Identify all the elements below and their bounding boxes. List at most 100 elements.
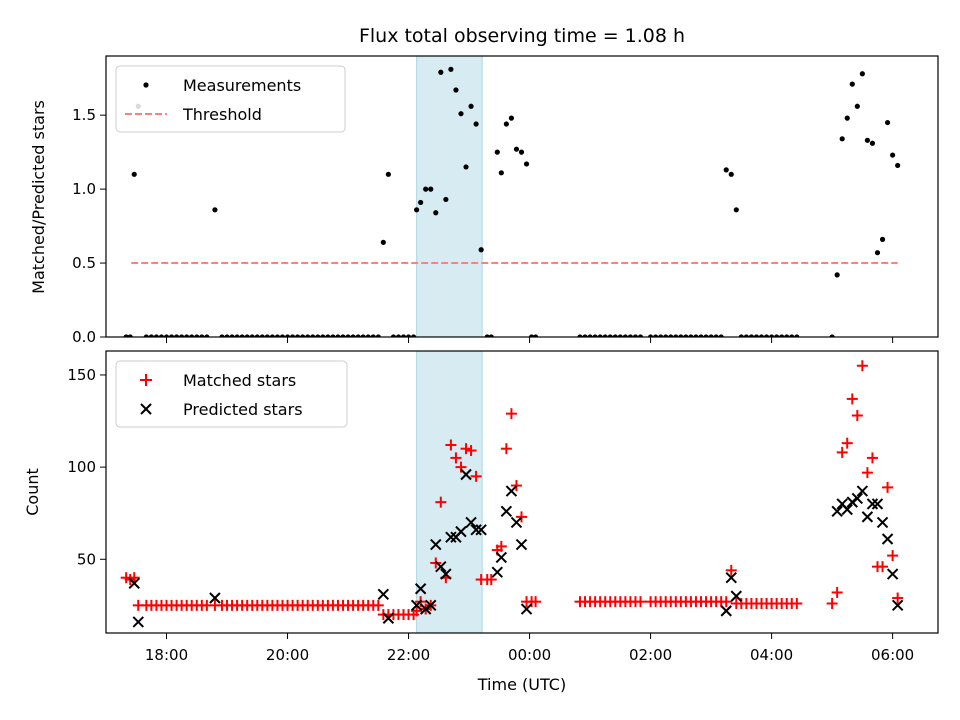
measurement-point [673, 334, 679, 337]
measurement-point [607, 334, 613, 337]
measurement-point [345, 334, 351, 337]
matched-star-marker [851, 410, 863, 422]
measurement-point [305, 334, 311, 337]
measurement-point [784, 334, 790, 337]
measurement-point [224, 334, 230, 337]
matched-star-marker [128, 572, 140, 584]
predicted-star-marker [491, 566, 503, 578]
measurement-point [637, 334, 644, 337]
measurement-point [859, 71, 865, 77]
measurement-point [239, 334, 245, 337]
matched-star-marker [372, 599, 384, 611]
measurement-point [647, 334, 654, 337]
xtick-label: 04:00 [750, 646, 793, 664]
measurement-point [355, 334, 361, 337]
measurement-point [385, 171, 391, 177]
legend-measurements-marker [143, 82, 149, 88]
predicted-star-marker [425, 599, 437, 612]
measurement-point [244, 334, 250, 337]
measurement-point [463, 164, 469, 170]
matched-star-marker [515, 511, 527, 523]
matched-star-marker [856, 360, 868, 372]
bottom-legend: Matched stars Predicted stars [115, 360, 348, 428]
measurement-point [663, 334, 669, 337]
matched-star-marker [465, 445, 477, 457]
measurement-point [310, 334, 316, 337]
xtick-label: 18:00 [145, 646, 188, 664]
measurement-point [494, 149, 500, 155]
bottom-ytick-label: 50 [77, 550, 96, 568]
matched-star-marker [500, 443, 512, 455]
measurement-point [834, 272, 840, 278]
measurement-point [523, 161, 530, 167]
predicted-star-marker [465, 516, 477, 529]
measurement-point [199, 334, 205, 337]
measurement-point [468, 103, 474, 109]
matched-star-marker [866, 452, 878, 464]
measurement-point [627, 334, 634, 337]
matched-star-marker [861, 467, 873, 479]
matched-star-marker [882, 481, 894, 493]
measurement-point [528, 334, 535, 337]
measurement-point [774, 334, 780, 337]
measurement-point [428, 186, 434, 192]
predicted-star-marker [430, 538, 442, 551]
predicted-star-marker [720, 605, 732, 617]
measurement-point [533, 334, 539, 337]
measurement-point [513, 146, 520, 152]
measurement-point [295, 334, 301, 337]
measurement-point [508, 115, 515, 121]
measurement-point [884, 119, 891, 126]
measurement-point [289, 334, 296, 337]
measurement-point [438, 69, 444, 75]
measurement-point [864, 137, 871, 143]
measurement-point [733, 207, 739, 213]
measurement-point [854, 103, 860, 109]
measurement-point [279, 334, 286, 337]
predicted-star-marker [510, 516, 523, 529]
matched-star-marker [877, 561, 889, 573]
predicted-star-marker [500, 505, 513, 518]
measurement-point [698, 334, 704, 337]
measurement-point [320, 334, 326, 337]
measurement-point [839, 136, 845, 142]
predicted-star-marker [505, 485, 518, 497]
predicted-star-marker [440, 568, 452, 580]
measurement-point [708, 334, 714, 337]
matched-star-marker [450, 452, 462, 464]
matched-star-marker [841, 437, 853, 449]
measurement-point [300, 334, 306, 337]
predicted-star-marker [725, 571, 737, 584]
measurement-point [127, 334, 133, 337]
matched-star-marker [505, 408, 517, 420]
measurement-point [849, 81, 855, 87]
measurement-point [168, 334, 175, 337]
measurement-point [763, 334, 770, 337]
matched-star-marker [485, 574, 497, 586]
predicted-star-marker [515, 538, 528, 551]
measurement-point [390, 334, 397, 337]
measurement-point [582, 334, 588, 337]
matched-star-marker [530, 596, 542, 608]
measurement-point [874, 250, 881, 256]
matched-star-marker [720, 596, 732, 608]
matched-star-marker [826, 598, 838, 610]
measurement-point [330, 334, 336, 337]
measurement-point [748, 334, 755, 337]
top-legend: Measurements Threshold [115, 65, 346, 133]
legend-measurements-label: Measurements [183, 76, 301, 95]
measurement-point [869, 140, 876, 146]
measurement-point [518, 149, 525, 155]
top-ytick-label: 1.0 [72, 180, 96, 198]
measurement-point [234, 334, 240, 337]
predicted-star-marker [886, 568, 899, 580]
predicted-star-marker [520, 603, 533, 615]
measurement-point [143, 334, 149, 337]
x-axis-label: Time (UTC) [477, 675, 566, 694]
measurement-point [189, 334, 195, 337]
measurement-point [890, 152, 896, 158]
measurement-point [340, 334, 346, 337]
predicted-star-marker [876, 516, 889, 529]
bottom-ytick-label: 100 [67, 458, 96, 476]
measurement-point [587, 334, 593, 337]
